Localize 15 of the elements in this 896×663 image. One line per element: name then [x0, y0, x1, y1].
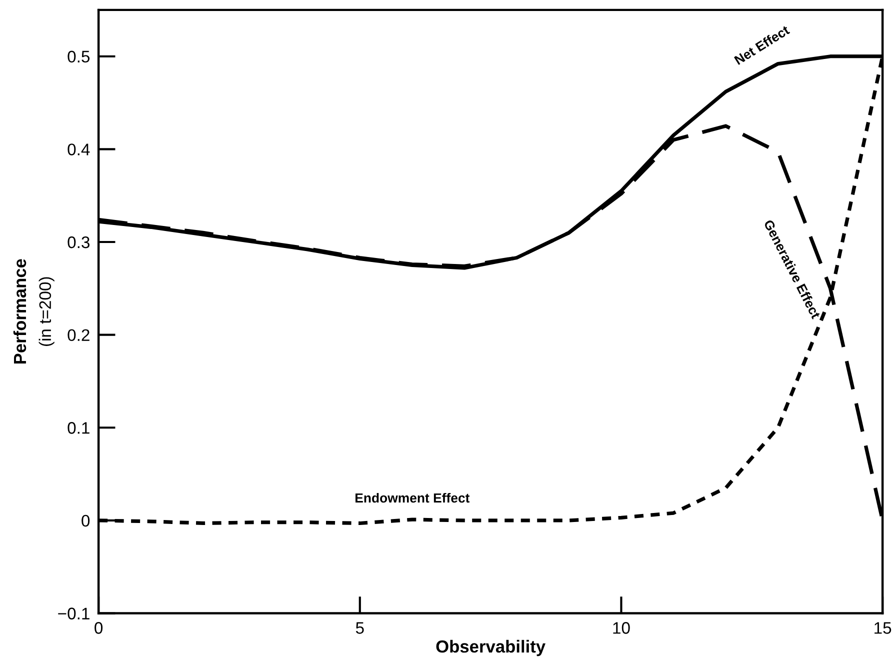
x-axis-title: Observability — [436, 640, 546, 656]
y-tick-label: 0.2 — [68, 329, 90, 342]
y-tick-label: 0.3 — [68, 236, 90, 248]
y-tick-label: −0.1 — [58, 608, 90, 620]
y-axis-title: Performance — [13, 259, 26, 364]
x-tick-label: 15 — [874, 622, 892, 634]
x-tick-label: 5 — [356, 622, 364, 634]
x-tick-label: 10 — [613, 622, 630, 634]
series-label: Endowment Effect — [356, 492, 470, 503]
y-tick-label: 0.5 — [68, 50, 90, 63]
y-tick-label: 0.4 — [68, 144, 90, 156]
y-tick-label: 0.1 — [68, 422, 90, 434]
text: (in t=200) — [38, 277, 54, 346]
y-tick-label: 0 — [82, 514, 90, 527]
x-tick-label: 0 — [94, 622, 103, 634]
